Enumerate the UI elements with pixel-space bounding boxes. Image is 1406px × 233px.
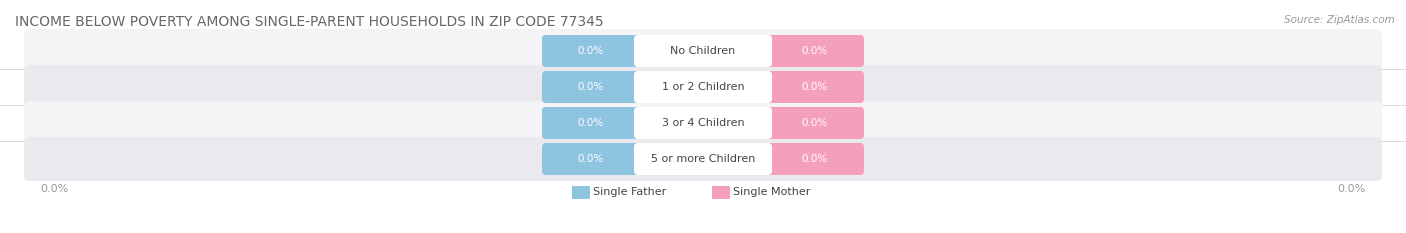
Text: 5 or more Children: 5 or more Children	[651, 154, 755, 164]
Text: 3 or 4 Children: 3 or 4 Children	[662, 118, 744, 128]
FancyBboxPatch shape	[541, 71, 640, 103]
Text: 0.0%: 0.0%	[1337, 184, 1367, 194]
Text: No Children: No Children	[671, 46, 735, 56]
FancyBboxPatch shape	[634, 143, 772, 175]
FancyBboxPatch shape	[541, 107, 640, 139]
Text: 0.0%: 0.0%	[578, 118, 605, 128]
FancyBboxPatch shape	[572, 186, 591, 199]
Text: INCOME BELOW POVERTY AMONG SINGLE-PARENT HOUSEHOLDS IN ZIP CODE 77345: INCOME BELOW POVERTY AMONG SINGLE-PARENT…	[15, 15, 603, 29]
Text: 0.0%: 0.0%	[801, 46, 828, 56]
FancyBboxPatch shape	[24, 101, 1382, 145]
FancyBboxPatch shape	[541, 35, 640, 67]
FancyBboxPatch shape	[766, 71, 865, 103]
FancyBboxPatch shape	[24, 137, 1382, 181]
FancyBboxPatch shape	[766, 107, 865, 139]
FancyBboxPatch shape	[711, 186, 730, 199]
Text: 0.0%: 0.0%	[578, 82, 605, 92]
Text: 0.0%: 0.0%	[578, 46, 605, 56]
FancyBboxPatch shape	[541, 143, 640, 175]
FancyBboxPatch shape	[766, 143, 865, 175]
FancyBboxPatch shape	[634, 35, 772, 67]
Text: 0.0%: 0.0%	[801, 82, 828, 92]
Text: Source: ZipAtlas.com: Source: ZipAtlas.com	[1284, 15, 1395, 25]
Text: 0.0%: 0.0%	[578, 154, 605, 164]
Text: Single Mother: Single Mother	[733, 187, 810, 197]
FancyBboxPatch shape	[634, 71, 772, 103]
FancyBboxPatch shape	[634, 107, 772, 139]
FancyBboxPatch shape	[766, 35, 865, 67]
Text: 1 or 2 Children: 1 or 2 Children	[662, 82, 744, 92]
Text: Single Father: Single Father	[593, 187, 666, 197]
Text: 0.0%: 0.0%	[801, 154, 828, 164]
FancyBboxPatch shape	[24, 29, 1382, 73]
Text: 0.0%: 0.0%	[39, 184, 69, 194]
FancyBboxPatch shape	[24, 65, 1382, 109]
Text: 0.0%: 0.0%	[801, 118, 828, 128]
